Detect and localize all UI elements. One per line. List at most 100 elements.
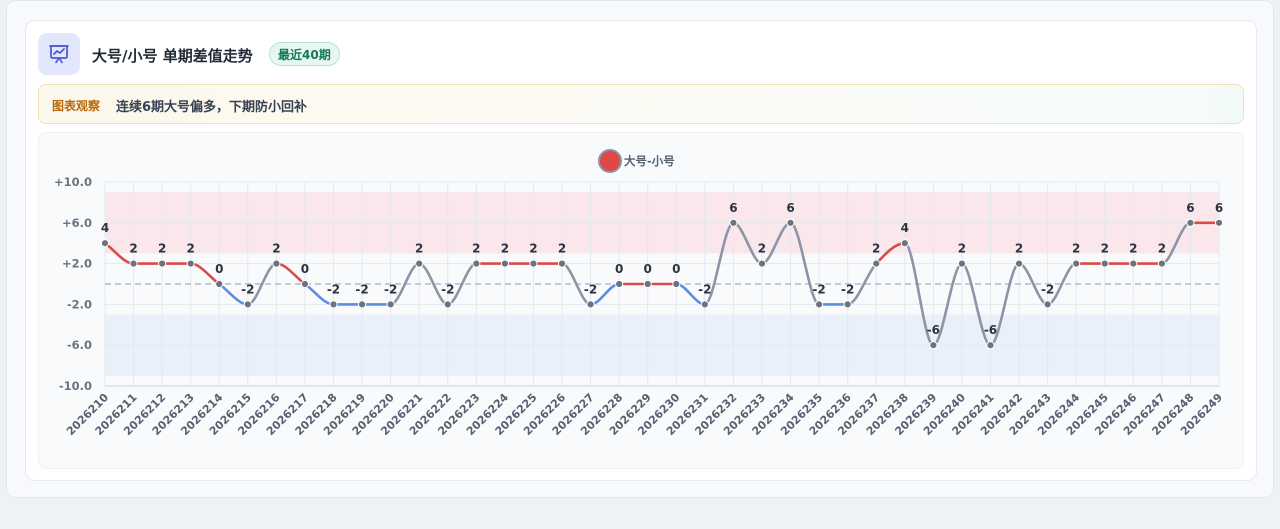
data-label: 2 [558,242,566,256]
data-point [443,300,452,309]
data-point [529,259,538,268]
data-label: 2 [158,242,166,256]
data-point [1214,218,1224,227]
series-line-segment [703,221,735,306]
data-label: 6 [786,201,794,215]
data-label: 2 [472,242,480,256]
data-point [1186,218,1195,227]
data-point [1129,259,1138,268]
data-point [815,300,824,309]
data-point [1043,300,1052,309]
series-line-segment [789,221,821,306]
data-label: 2 [958,242,966,256]
data-point [386,300,395,309]
legend-label: 大号-小号 [624,154,675,168]
data-point [700,300,709,309]
y-tick-label: -2.0 [67,297,92,311]
data-point [158,259,167,268]
data-label: -2 [1041,282,1054,296]
data-label: -2 [841,282,854,296]
chart-card: 大号/小号 单期差值走势 最近40期 图表观察 连续6期大号偏多，下期防小回补 … [25,20,1257,481]
y-tick-label: +10.0 [54,175,92,189]
data-point [615,279,624,289]
data-label: 2 [272,242,280,256]
data-point [786,218,795,227]
data-label: 2 [872,242,880,256]
data-label: 2 [758,242,766,256]
data-label: -2 [355,282,368,296]
data-label: 0 [672,262,680,276]
presentation-chart-icon [38,33,80,75]
data-label: -2 [241,282,254,296]
y-tick-label: -10.0 [59,379,92,393]
data-label: 2 [415,242,423,256]
data-point [757,259,767,268]
data-label: -2 [441,282,454,296]
data-label: 0 [301,262,309,276]
data-point [357,300,367,309]
page-container: 大号/小号 单期差值走势 最近40期 图表观察 连续6期大号偏多，下期防小回补 … [6,0,1274,498]
y-tick-label: +2.0 [62,257,92,271]
data-point [557,259,567,268]
data-point [329,300,338,309]
data-label: 0 [215,262,223,276]
data-point [900,239,909,248]
data-label: 6 [1186,201,1194,215]
data-label: 2 [1072,242,1080,256]
data-label: -2 [384,282,397,296]
data-label: 4 [101,221,109,235]
data-point [1100,259,1109,268]
data-point [415,259,424,268]
legend-swatch [598,149,622,173]
data-point [129,259,138,268]
data-point [215,279,224,289]
observation-label: 图表观察 [52,99,101,113]
data-label: 6 [729,201,737,215]
data-label: 2 [1158,242,1166,256]
data-point [272,259,281,268]
data-point [643,279,652,289]
data-point [843,300,852,309]
observation-text: 连续6期大号偏多，下期防小回补 [116,100,308,115]
data-point [929,341,938,350]
data-point [500,259,509,268]
period-badge[interactable]: 最近40期 [269,42,340,66]
data-label: 2 [501,242,509,256]
series-line-segment [903,241,935,347]
data-label: 2 [1129,242,1137,256]
chart-title: 大号/小号 单期差值走势 [92,47,253,65]
data-point [100,239,110,248]
data-label: -6 [927,323,940,337]
series-line-segment [989,262,1021,347]
data-point [186,259,195,268]
data-label: 0 [644,262,652,276]
data-label: 2 [129,242,137,256]
data-label: -2 [698,282,711,296]
data-label: 2 [1101,242,1109,256]
chart-panel: +10.0 +6.0 +2.0 -2.0 -6.0 -10.0 2026210 2026211… [38,132,1244,469]
data-point [1072,259,1081,268]
data-label: 0 [615,262,623,276]
data-label: 2 [1015,242,1023,256]
data-label: 6 [1215,201,1223,215]
series-line-segment [960,262,992,347]
observation-banner: 图表观察 连续6期大号偏多，下期防小回补 [38,84,1244,124]
data-label: -2 [584,282,597,296]
data-point [243,300,252,309]
data-point [729,218,738,227]
data-label: 2 [529,242,537,256]
data-point [472,259,481,268]
data-point [872,259,881,268]
data-label: -2 [327,282,340,296]
y-tick-label: -6.0 [67,338,92,352]
data-point [1157,259,1166,268]
data-point [1014,259,1024,268]
data-label: -6 [984,323,997,337]
data-point [957,259,967,268]
series-line-segment [932,262,964,347]
data-point [986,341,995,350]
data-label: 2 [187,242,195,256]
data-label: -2 [812,282,825,296]
data-point [586,300,595,309]
data-label: 4 [901,221,909,235]
